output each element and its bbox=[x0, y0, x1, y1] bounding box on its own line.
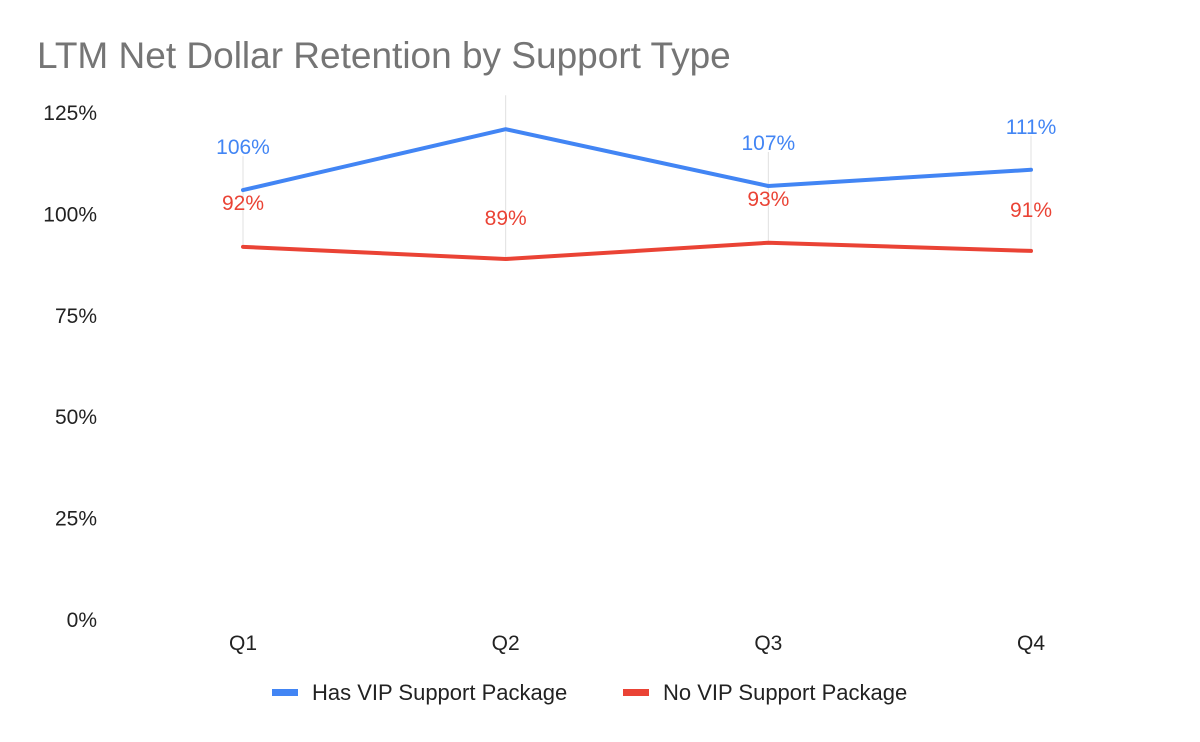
x-axis: Q1 Q2 Q3 Q4 bbox=[229, 632, 1045, 655]
x-tick-label: Q4 bbox=[1017, 632, 1045, 655]
legend-item[interactable]: Has VIP Support Package bbox=[272, 680, 567, 705]
series-has-vip bbox=[241, 124, 1036, 193]
data-point[interactable] bbox=[1026, 165, 1036, 175]
data-label: 89% bbox=[485, 207, 527, 230]
y-tick-label: 75% bbox=[55, 305, 97, 328]
legend-item[interactable]: No VIP Support Package bbox=[623, 680, 907, 705]
series-line[interactable] bbox=[241, 127, 1033, 193]
y-tick-label: 0% bbox=[67, 609, 97, 632]
y-tick-label: 100% bbox=[43, 203, 97, 226]
data-point[interactable] bbox=[501, 254, 511, 264]
data-label: 92% bbox=[222, 192, 264, 215]
data-point[interactable] bbox=[1026, 246, 1036, 256]
x-tick-label: Q3 bbox=[754, 632, 782, 655]
series-layer bbox=[238, 124, 1036, 264]
data-label-leaders bbox=[242, 95, 1032, 258]
data-label: 107% bbox=[741, 132, 795, 155]
data-point[interactable] bbox=[763, 238, 773, 248]
data-point[interactable] bbox=[238, 242, 248, 252]
y-axis: 0% 25% 50% 75% 100% 125% bbox=[43, 102, 97, 632]
y-tick-label: 50% bbox=[55, 406, 97, 429]
legend-swatch bbox=[272, 689, 298, 696]
data-label: 93% bbox=[747, 188, 789, 211]
legend-swatch bbox=[623, 689, 649, 696]
x-tick-label: Q1 bbox=[229, 632, 257, 655]
y-tick-label: 125% bbox=[43, 102, 97, 125]
legend[interactable]: Has VIP Support Package No VIP Support Pa… bbox=[272, 680, 907, 705]
chart-title: LTM Net Dollar Retention by Support Type bbox=[37, 35, 731, 76]
x-tick-label: Q2 bbox=[492, 632, 520, 655]
data-labels: 106% 107% 111% 92% 89% 93% 91% bbox=[216, 116, 1056, 230]
legend-label: No VIP Support Package bbox=[663, 680, 907, 705]
data-label: 106% bbox=[216, 136, 270, 159]
legend-label: Has VIP Support Package bbox=[312, 680, 567, 705]
data-label: 111% bbox=[1006, 116, 1057, 139]
series-no-vip bbox=[238, 238, 1036, 264]
data-label: 91% bbox=[1010, 199, 1052, 222]
series-line[interactable] bbox=[241, 240, 1033, 262]
data-point[interactable] bbox=[501, 124, 511, 134]
y-tick-label: 25% bbox=[55, 508, 97, 531]
